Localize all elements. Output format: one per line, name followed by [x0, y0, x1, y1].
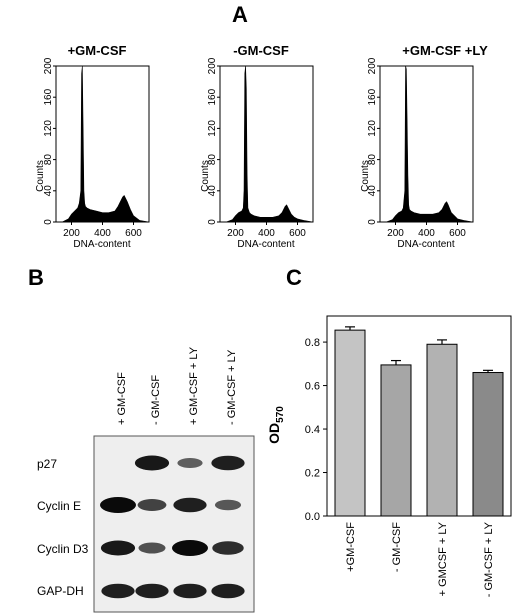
blot-band [134, 455, 170, 471]
y-tick-label: 200 [367, 57, 378, 74]
blot-column-labels: + GM-CSF - GM-CSF + GM-CSF + LY - GM-CSF… [116, 346, 238, 425]
blot-band [211, 455, 245, 471]
histogram-frame [55, 65, 150, 223]
y-tick-label: 0 [367, 219, 378, 225]
x-tick-label: 600 [449, 228, 466, 239]
y-tick-label: 160 [367, 88, 378, 105]
blot-band [137, 499, 167, 511]
histogram-title: +GM-CSF [68, 43, 127, 58]
histogram-area [220, 65, 314, 223]
histogram-3: 0 40 80 120 160 200 200 400 600 [367, 57, 474, 239]
blot-row-label: p27 [37, 457, 57, 471]
blot-band [100, 497, 136, 513]
y-tick-label: 0.0 [305, 511, 320, 523]
y-tick-label: 200 [207, 57, 218, 74]
x-tick-label: 600 [125, 228, 142, 239]
ylabel-subscript: 570 [275, 406, 286, 423]
blot-band [214, 499, 242, 511]
y-tick-label: 160 [43, 88, 54, 105]
bar-chart-frame [326, 315, 512, 517]
ylabel-main: OD [266, 423, 282, 444]
histogram-plus-gmcsf-ly: +GM-CSF +LY Counts DNA-content [360, 43, 488, 250]
blot-band [135, 583, 169, 599]
histogram-2: 0 40 80 120 160 200 200 400 600 [207, 57, 314, 239]
bar-chart-ylabel: OD570 [266, 406, 286, 444]
histogram-xlabel: DNA-content [237, 239, 294, 250]
bar [472, 372, 504, 517]
category-label: + GMCSF + LY [437, 521, 449, 596]
panel-b-letter: B [28, 265, 44, 290]
histogram-plus-gmcsf: +GM-CSF Counts DNA-content [35, 43, 131, 250]
histogram-ylabel: Counts [35, 160, 46, 192]
y-tick-label: 0.2 [305, 468, 320, 480]
bar [380, 364, 412, 517]
y-tick-label: 80 [367, 154, 378, 166]
blot-column-label: - GM-CSF [150, 375, 162, 425]
histogram-xlabel: DNA-content [397, 239, 454, 250]
x-tick-label: 400 [258, 228, 275, 239]
blot-band [100, 540, 136, 556]
histogram-xlabel: DNA-content [73, 239, 130, 250]
histogram-title: +GM-CSF +LY [402, 43, 488, 58]
y-tick-label: 200 [43, 57, 54, 74]
y-tick-label: 160 [207, 88, 218, 105]
bar-chart: 0.0 0.2 0.4 0.6 0.8 +GM-CSF - GM-CSF + GMCSF + … [305, 315, 512, 597]
histogram-1: 0 40 80 120 160 200 200 400 600 [43, 57, 150, 239]
bar [426, 343, 458, 517]
histogram-area [380, 65, 474, 223]
histogram-area [56, 65, 150, 223]
y-tick-label: 40 [43, 185, 54, 197]
blot-band [101, 583, 135, 599]
histogram-minus-gmcsf: -GM-CSF Counts DNA-content [200, 43, 295, 250]
x-tick-label: 600 [289, 228, 306, 239]
blot-column-label: - GM-CSF + LY [226, 349, 238, 425]
y-tick-label: 120 [43, 120, 54, 137]
western-blot-bands [100, 455, 245, 599]
histogram-frame [219, 65, 314, 223]
histogram-ylabel: Counts [200, 160, 211, 192]
x-tick-label: 200 [387, 228, 404, 239]
x-tick-label: 200 [63, 228, 80, 239]
blot-band [138, 542, 166, 554]
bar [334, 329, 366, 517]
y-tick-label: 0.4 [305, 424, 320, 436]
x-tick-label: 400 [94, 228, 111, 239]
y-tick-label: 40 [367, 185, 378, 197]
y-tick-label: 0.6 [305, 381, 320, 393]
y-tick-label: 120 [207, 120, 218, 137]
y-tick-label: 0 [43, 219, 54, 225]
y-tick-label: 120 [367, 120, 378, 137]
blot-row-label: Cyclin E [37, 499, 81, 513]
blot-row-labels: p27 Cyclin E Cyclin D3 GAP-DH [37, 457, 89, 598]
category-label: - GM-CSF [391, 522, 403, 572]
blot-row-label: Cyclin D3 [37, 542, 89, 556]
histogram-ylabel: Counts [360, 160, 371, 192]
y-tick-label: 0 [207, 219, 218, 225]
x-tick-label: 200 [227, 228, 244, 239]
blot-column-label: + GM-CSF [116, 372, 128, 425]
blot-band [173, 497, 207, 513]
y-tick-label: 0.8 [305, 337, 320, 349]
blot-column-label: + GM-CSF + LY [188, 346, 200, 425]
blot-band [172, 540, 208, 556]
y-tick-label: 40 [207, 185, 218, 197]
blot-row-label: GAP-DH [37, 584, 84, 598]
panel-a-letter: A [232, 2, 248, 27]
blot-band [211, 583, 245, 599]
blot-band [173, 583, 207, 599]
x-tick-label: 400 [418, 228, 435, 239]
panel-c-letter: C [286, 265, 302, 290]
histogram-frame [379, 65, 474, 223]
y-tick-label: 80 [43, 154, 54, 166]
blot-band [212, 541, 244, 555]
y-tick-label: 80 [207, 154, 218, 166]
histogram-title: -GM-CSF [233, 43, 289, 58]
category-label: - GM-CSF + LY [483, 521, 495, 597]
category-label: +GM-CSF [345, 522, 357, 572]
blot-band [177, 458, 203, 468]
